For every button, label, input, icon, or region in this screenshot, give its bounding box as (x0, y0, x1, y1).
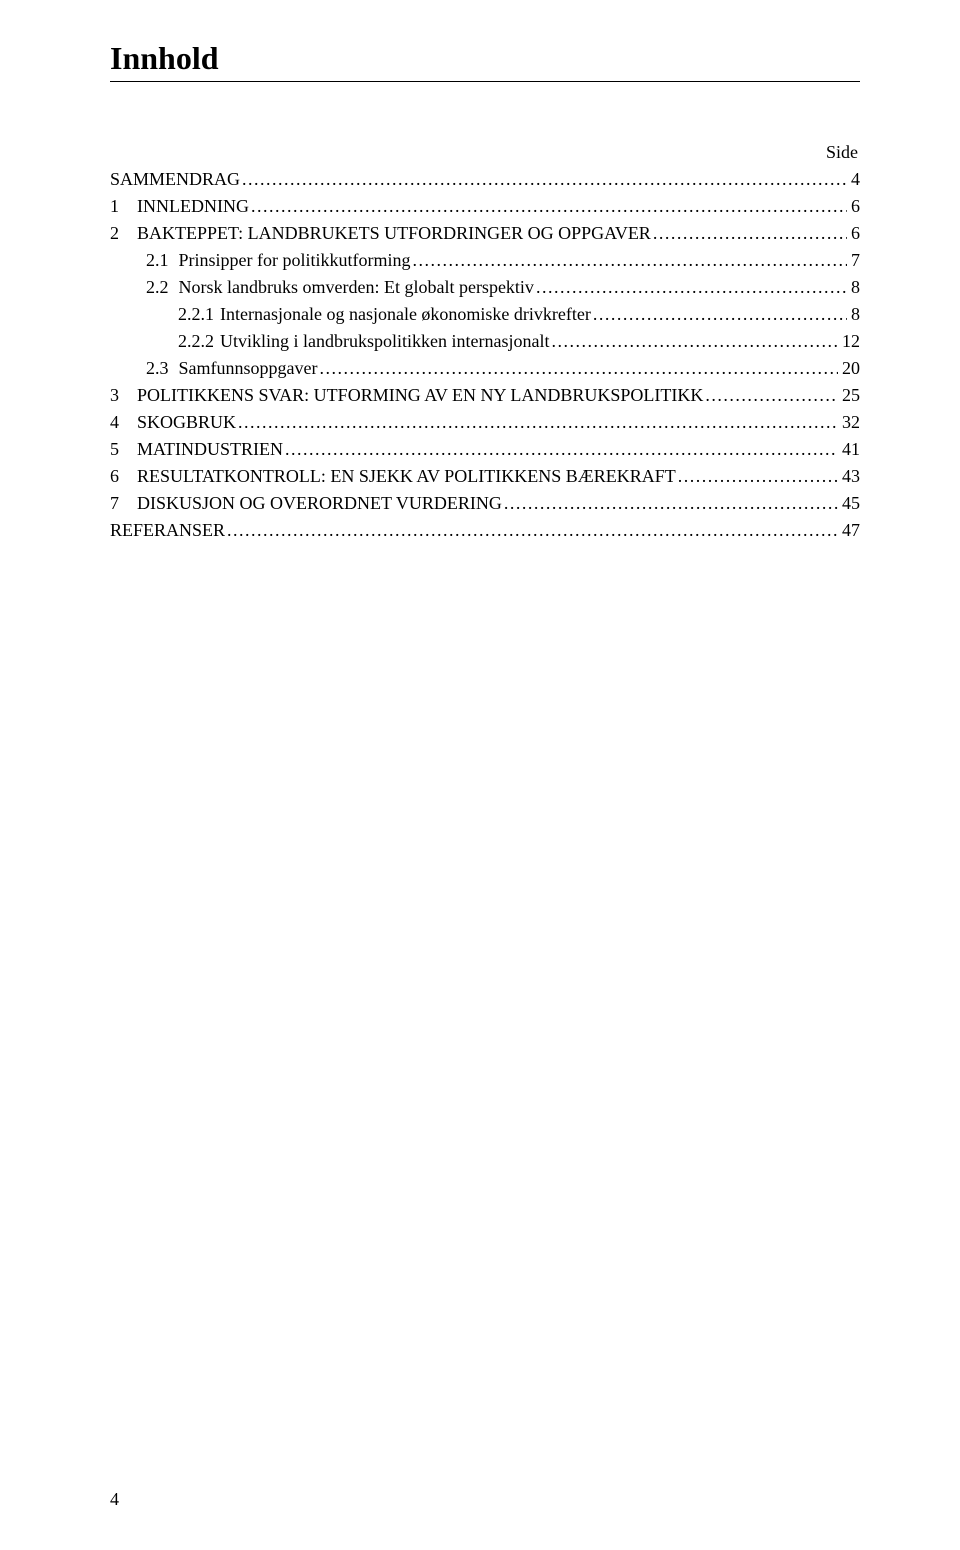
toc-number: 2.2.1 (178, 304, 214, 325)
toc-line: 7 DISKUSJON OG OVERORDNET VURDERING 45 (110, 493, 860, 514)
toc-label: INNLEDNING (137, 196, 249, 217)
toc-label: BAKTEPPET: LANDBRUKETS UTFORDRINGER OG O… (137, 223, 651, 244)
toc-page: 7 (851, 250, 860, 271)
toc-page: 45 (842, 493, 860, 514)
toc-line: 2.3 Samfunnsoppgaver 20 (110, 358, 860, 379)
toc-line: 2.2 Norsk landbruks omverden: Et globalt … (110, 277, 860, 298)
toc-dots (593, 304, 847, 325)
toc-number: 6 (110, 466, 119, 487)
toc-dots (412, 250, 847, 271)
toc-number: 2.1 (146, 250, 169, 271)
page-title: Innhold (110, 40, 860, 77)
toc-page: 8 (851, 304, 860, 325)
toc-number: 2.2.2 (178, 331, 214, 352)
toc-page: 4 (851, 169, 860, 190)
toc-line: 2 BAKTEPPET: LANDBRUKETS UTFORDRINGER OG … (110, 223, 860, 244)
toc-number: 5 (110, 439, 119, 460)
toc-dots (504, 493, 838, 514)
toc-page: 12 (842, 331, 860, 352)
toc-label: SAMMENDRAG (110, 169, 240, 190)
toc-page: 6 (851, 196, 860, 217)
toc-line: 5 MATINDUSTRIEN 41 (110, 439, 860, 460)
toc-dots (536, 277, 847, 298)
toc-dots (251, 196, 847, 217)
toc-number: 3 (110, 385, 119, 406)
toc-number: 2.3 (146, 358, 169, 379)
toc-number: 1 (110, 196, 119, 217)
toc-number: 7 (110, 493, 119, 514)
toc-label: POLITIKKENS SVAR: UTFORMING AV EN NY LAN… (137, 385, 703, 406)
toc-number: 2.2 (146, 277, 169, 298)
toc-dots (285, 439, 838, 460)
toc-label: Samfunnsoppgaver (179, 358, 318, 379)
toc-label: DISKUSJON OG OVERORDNET VURDERING (137, 493, 502, 514)
toc-label: RESULTATKONTROLL: EN SJEKK AV POLITIKKEN… (137, 466, 676, 487)
toc-label: SKOGBRUK (137, 412, 236, 433)
toc-container: SAMMENDRAG41INNLEDNING62BAKTEPPET: LANDB… (110, 169, 860, 541)
toc-line: 1 INNLEDNING 6 (110, 196, 860, 217)
toc-dots (653, 223, 847, 244)
toc-line: SAMMENDRAG 4 (110, 169, 860, 190)
toc-label: Norsk landbruks omverden: Et globalt per… (179, 277, 534, 298)
toc-dots (227, 520, 838, 541)
title-rule (110, 81, 860, 82)
toc-label: MATINDUSTRIEN (137, 439, 283, 460)
toc-line: 6 RESULTATKONTROLL: EN SJEKK AV POLITIKKE… (110, 466, 860, 487)
toc-line: 2.2.2 Utvikling i landbrukspolitikken int… (110, 331, 860, 352)
toc-dots (319, 358, 838, 379)
toc-page: 47 (842, 520, 860, 541)
toc-dots (242, 169, 847, 190)
toc-dots (551, 331, 838, 352)
toc-dots (705, 385, 838, 406)
toc-label: REFERANSER (110, 520, 225, 541)
toc-line: REFERANSER 47 (110, 520, 860, 541)
toc-label: Prinsipper for politikkutforming (179, 250, 411, 271)
toc-line: 2.1 Prinsipper for politikkutforming 7 (110, 250, 860, 271)
toc-dots (678, 466, 838, 487)
toc-number: 4 (110, 412, 119, 433)
toc-page: 41 (842, 439, 860, 460)
toc-dots (238, 412, 838, 433)
toc-page: 8 (851, 277, 860, 298)
toc-line: 2.2.1 Internasjonale og nasjonale økonomi… (110, 304, 860, 325)
toc-label: Internasjonale og nasjonale økonomiske d… (220, 304, 591, 325)
toc-page: 25 (842, 385, 860, 406)
side-label: Side (110, 142, 860, 163)
toc-number: 2 (110, 223, 119, 244)
page-number: 4 (110, 1489, 119, 1510)
toc-page: 20 (842, 358, 860, 379)
toc-page: 6 (851, 223, 860, 244)
toc-page: 43 (842, 466, 860, 487)
toc-label: Utvikling i landbrukspolitikken internas… (220, 331, 549, 352)
toc-line: 4 SKOGBRUK 32 (110, 412, 860, 433)
toc-line: 3 POLITIKKENS SVAR: UTFORMING AV EN NY LA… (110, 385, 860, 406)
toc-page: 32 (842, 412, 860, 433)
